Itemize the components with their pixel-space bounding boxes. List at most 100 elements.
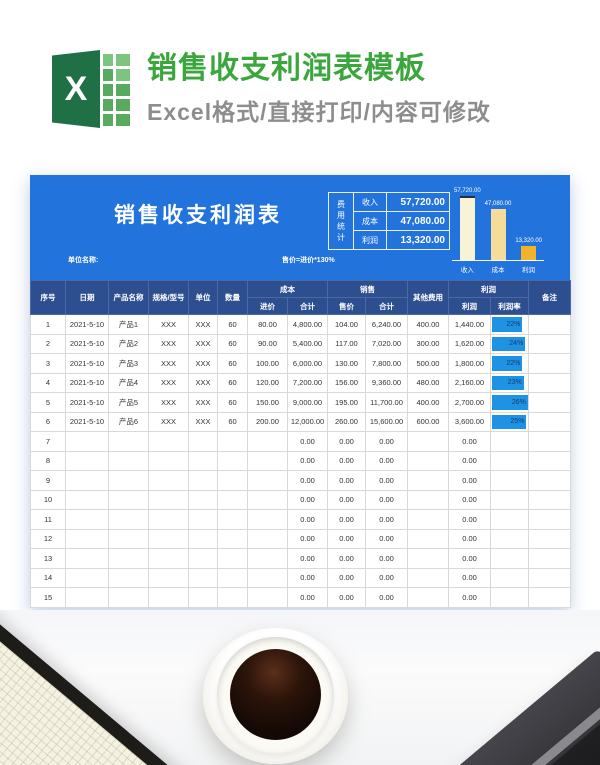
- col-group-sales: 销售: [327, 280, 408, 298]
- cell-remark: [528, 314, 571, 335]
- cell-spec: XXX: [148, 333, 189, 354]
- summary-value: 13,320.00: [400, 234, 446, 246]
- cell-no: 4: [30, 372, 66, 393]
- cell-sale_price: 156.00: [327, 372, 366, 393]
- cell-cost_total: 0.00: [287, 587, 328, 608]
- cell-unit: [188, 548, 218, 569]
- cell-product: [108, 431, 149, 452]
- cell-sale_total: 11,700.00: [365, 392, 408, 413]
- cell-spec: [148, 450, 189, 471]
- cell-sale_price: 0.00: [327, 470, 366, 491]
- cell-unit: XXX: [188, 411, 218, 432]
- cell-other: [407, 587, 449, 608]
- summary-vertical-label: 费用统计: [329, 193, 354, 249]
- cell-sale_price: 0.00: [327, 450, 366, 471]
- page-subtitle: Excel格式/直接打印/内容可修改: [147, 98, 491, 125]
- stapler-image: [418, 648, 600, 765]
- cell-profit: 0.00: [448, 450, 491, 471]
- x-axis-label: 利润: [522, 267, 536, 274]
- table-row: 3 2021-5-10 产品3 XXX XXX 60 100.00 6,000.00 130.0…: [30, 353, 571, 374]
- cell-sale_total: 6,240.00: [365, 314, 408, 335]
- cell-purchase: [247, 548, 288, 569]
- cell-sale_price: 130.00: [327, 353, 366, 374]
- cell-sale_total: 0.00: [365, 509, 408, 530]
- cell-qty: [217, 450, 248, 471]
- cell-profit: 0.00: [448, 489, 491, 510]
- cell-no: 13: [30, 548, 66, 569]
- table-row: 12 0.00 0.00 0.00 0.00: [30, 528, 571, 549]
- cell-remark: [528, 333, 571, 354]
- cell-other: [407, 489, 449, 510]
- cell-product: 产品5: [108, 392, 149, 413]
- summary-row-cost: 成本 47,080.00: [354, 212, 449, 231]
- cell-date: [65, 548, 109, 569]
- cell-spec: [148, 431, 189, 452]
- x-axis-label: 收入: [460, 267, 474, 274]
- x-axis-label: 成本: [491, 267, 505, 274]
- header-titles: 销售收支利润表模板 Excel格式/直接打印/内容可修改: [147, 52, 491, 127]
- cell-sale_total: 9,360.00: [365, 372, 408, 393]
- cell-sale_price: 195.00: [327, 392, 366, 413]
- cell-sale_total: 0.00: [365, 587, 408, 608]
- col-header-sale-price: 售价: [327, 297, 366, 315]
- chart-x-axis-labels: 收入 成本 利润: [452, 264, 544, 274]
- cell-product: [108, 450, 149, 471]
- bar: [490, 209, 506, 260]
- cell-no: 14: [30, 567, 66, 588]
- col-header-qty: 数量: [217, 280, 248, 315]
- cell-no: 3: [30, 353, 66, 374]
- cell-unit: XXX: [188, 353, 218, 374]
- cell-other: [407, 431, 449, 452]
- sheet-title: 销售收支利润表: [114, 204, 282, 227]
- coffee-cup-rim: [217, 637, 334, 754]
- stapler-metal-strip: [455, 690, 600, 765]
- cell-date: [65, 567, 109, 588]
- cell-qty: 60: [217, 411, 248, 432]
- cell-sale_total: 0.00: [365, 528, 408, 549]
- cell-rate: [490, 431, 529, 452]
- cell-purchase: [247, 431, 288, 452]
- cell-remark: [528, 567, 571, 588]
- cell-sale_price: 0.00: [327, 509, 366, 530]
- cell-remark: [528, 509, 571, 530]
- cell-rate: [490, 489, 529, 510]
- summary-box: 费用统计 收入 57,720.00 成本 47,080.00 利润 13,320…: [328, 192, 450, 250]
- cell-unit: XXX: [188, 314, 218, 335]
- table-row: 1 2021-5-10 产品1 XXX XXX 60 80.00 4,800.00 104.00…: [30, 314, 571, 335]
- col-header-purchase-price: 进价: [247, 297, 288, 315]
- cell-date: 2021-5-10: [65, 314, 109, 335]
- cell-unit: [188, 567, 218, 588]
- cell-cost_total: 0.00: [287, 470, 328, 491]
- bar-value-label: 13,320.00: [515, 238, 543, 244]
- cell-product: [108, 567, 149, 588]
- summary-rows: 收入 57,720.00 成本 47,080.00 利润 13,320.00: [354, 193, 449, 249]
- col-header-spec: 规格/型号: [148, 280, 189, 315]
- cell-spec: XXX: [148, 314, 189, 335]
- cell-purchase: [247, 528, 288, 549]
- cell-sale_price: 0.00: [327, 587, 366, 608]
- summary-row-income: 收入 57,720.00: [354, 193, 449, 212]
- cell-other: [407, 470, 449, 491]
- cell-other: 500.00: [407, 353, 449, 374]
- cell-cost_total: 0.00: [287, 489, 328, 510]
- cell-spec: [148, 509, 189, 530]
- cell-profit: 1,800.00: [448, 353, 491, 374]
- table-row: 14 0.00 0.00 0.00 0.00: [30, 567, 571, 588]
- cell-qty: 60: [217, 392, 248, 413]
- cell-date: [65, 587, 109, 608]
- cell-purchase: 120.00: [247, 372, 288, 393]
- cell-rate: 25%: [490, 411, 529, 432]
- cell-sale_total: 0.00: [365, 431, 408, 452]
- bar: [521, 246, 537, 260]
- cell-unit: [188, 431, 218, 452]
- cell-sale_price: 0.00: [327, 489, 366, 510]
- spreadsheet-preview: 销售收支利润表 单位名称: 售价=进价*130% 费用统计 收入 57,720.…: [30, 175, 571, 608]
- cell-cost_total: 7,200.00: [287, 372, 328, 393]
- cell-profit: 0.00: [448, 587, 491, 608]
- sheet-header-band: 销售收支利润表 单位名称: 售价=进价*130% 费用统计 收入 57,720.…: [30, 175, 570, 280]
- cell-spec: [148, 528, 189, 549]
- cell-spec: [148, 489, 189, 510]
- chart-bar-income: 57,720.00: [452, 188, 483, 260]
- col-header-no: 序号: [30, 280, 66, 315]
- cell-profit: 2,160.00: [448, 372, 491, 393]
